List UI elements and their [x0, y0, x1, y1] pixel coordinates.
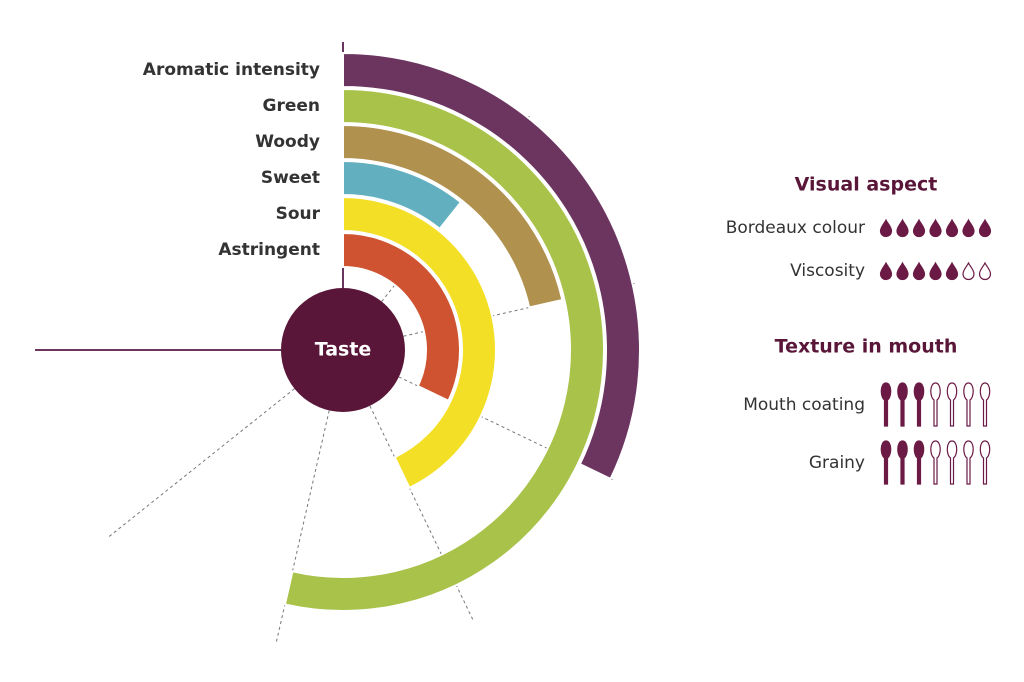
panel-title: Visual aspect [795, 174, 938, 196]
center-circle [281, 288, 405, 412]
spoon-icon [946, 440, 958, 485]
spoon-icon [880, 382, 892, 427]
drop-icon [912, 261, 926, 281]
row-label: Viscosity [790, 261, 865, 281]
icon-rating [880, 382, 991, 427]
drop-icon [896, 261, 909, 281]
row-label: Bordeaux colour [726, 218, 865, 238]
spoon-icon [963, 382, 974, 427]
category-label: Sour [276, 204, 321, 224]
center-label: Taste [315, 339, 372, 361]
drop-icon [896, 218, 909, 238]
category-label: Astringent [218, 240, 320, 260]
spoon-icon [880, 440, 892, 485]
spoon-icon [979, 440, 991, 485]
drop-icon [945, 218, 959, 238]
grid-line [108, 388, 295, 538]
spoon-icon [963, 440, 974, 485]
drop-icon [879, 218, 893, 238]
spoon-icon [979, 382, 991, 427]
spoon-icon [930, 382, 941, 427]
row-label: Grainy [809, 453, 865, 473]
spoon-icon [913, 382, 925, 427]
drop-icon [945, 261, 959, 281]
row-label: Mouth coating [743, 395, 865, 415]
drop-icon [978, 261, 992, 281]
spoon-icon [913, 440, 925, 485]
spoon-icon [897, 440, 908, 485]
spoon-icon [930, 440, 941, 485]
ring-bar [283, 87, 605, 612]
ring-bar [342, 231, 461, 403]
icon-rating [879, 218, 992, 238]
ring-bar [342, 159, 463, 231]
drop-icon [879, 261, 893, 281]
ring-bar [342, 123, 564, 309]
drop-icon [962, 218, 975, 238]
spoon-icon [946, 382, 958, 427]
category-label: Green [263, 96, 321, 116]
category-label: Woody [255, 132, 320, 152]
drop-icon [929, 261, 942, 281]
category-label: Aromatic intensity [143, 60, 320, 80]
spoon-icon [897, 382, 908, 427]
icon-rating [880, 440, 991, 485]
ring-bar [342, 195, 497, 490]
drop-icon [962, 261, 975, 281]
ring-bar [342, 51, 641, 481]
drop-icon [912, 218, 926, 238]
panel-title: Texture in mouth [775, 336, 958, 358]
drop-icon [929, 218, 942, 238]
drop-icon [978, 218, 992, 238]
icon-rating [879, 261, 992, 281]
category-label: Sweet [261, 168, 320, 188]
